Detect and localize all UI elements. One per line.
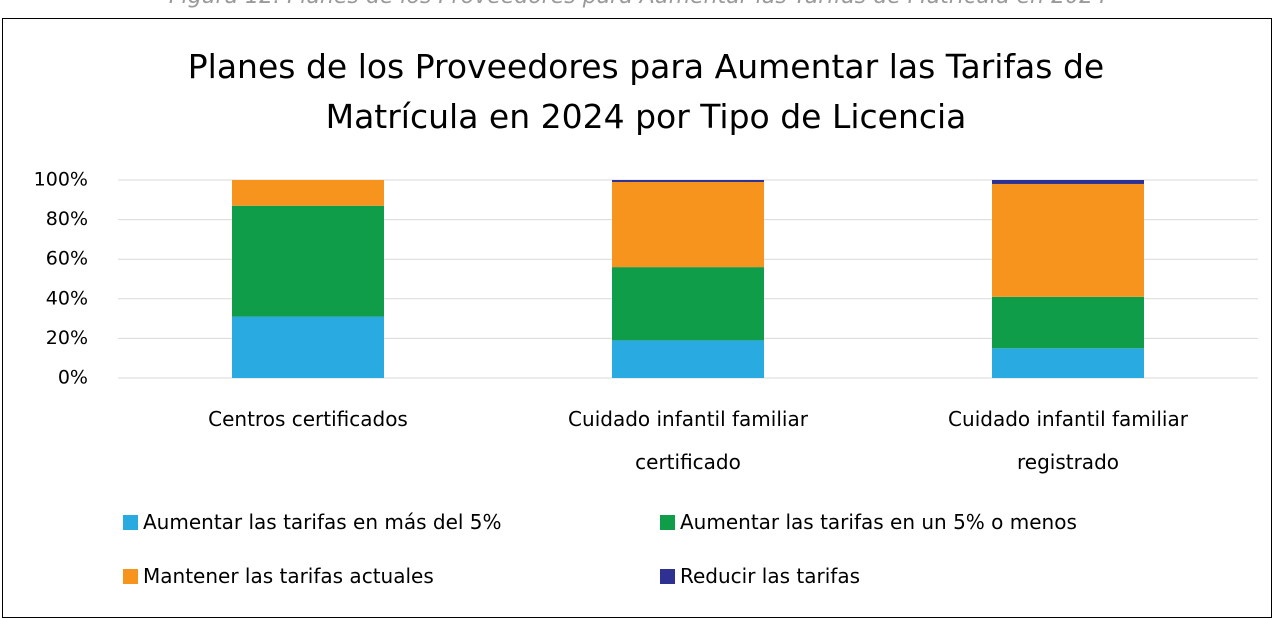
y-tick-label: 0% xyxy=(58,367,88,389)
bar-segment xyxy=(992,180,1144,184)
chart-title: Planes de los Proveedores para Aumentar … xyxy=(187,47,1105,136)
bar-segment xyxy=(612,340,764,378)
legend-item: Aumentar las tarifas en más del 5% xyxy=(123,510,502,534)
bar-segment xyxy=(992,348,1144,378)
bar-segment xyxy=(992,296,1144,349)
legend-item: Aumentar las tarifas en un 5% o menos xyxy=(660,510,1077,534)
y-tick-label: 100% xyxy=(34,169,88,191)
legend-label: Reducir las tarifas xyxy=(680,564,860,588)
legend-swatch xyxy=(660,568,675,584)
bar-segment xyxy=(232,316,384,378)
y-tick-label: 80% xyxy=(46,208,88,230)
legend-label: Aumentar las tarifas en un 5% o menos xyxy=(680,510,1077,534)
legend-label: Aumentar las tarifas en más del 5% xyxy=(143,510,502,534)
y-tick-label: 40% xyxy=(46,287,88,309)
figure-caption: Figura 12. Planes de los Proveedores par… xyxy=(0,0,1276,9)
bar-segment xyxy=(612,180,764,182)
legend-swatch xyxy=(123,514,138,530)
bar-segment xyxy=(232,180,384,206)
y-tick-label: 20% xyxy=(46,327,88,349)
y-tick-label: 60% xyxy=(46,248,88,270)
legend-item: Reducir las tarifas xyxy=(660,564,860,588)
bar-segment xyxy=(232,205,384,317)
bar-segment xyxy=(612,181,764,268)
legend-item: Mantener las tarifas actuales xyxy=(123,564,434,588)
bar-segment xyxy=(612,267,764,341)
legend-label: Mantener las tarifas actuales xyxy=(143,564,434,588)
legend-swatch xyxy=(123,568,138,584)
legend-swatch xyxy=(660,514,675,530)
x-tick-label: Cuidado infantil familiar registrado xyxy=(948,407,1188,474)
x-tick-label: Cuidado infantil familiar certificado xyxy=(568,407,808,474)
x-tick-label: Centros certificados xyxy=(208,407,408,431)
bar-segment xyxy=(992,183,1144,297)
